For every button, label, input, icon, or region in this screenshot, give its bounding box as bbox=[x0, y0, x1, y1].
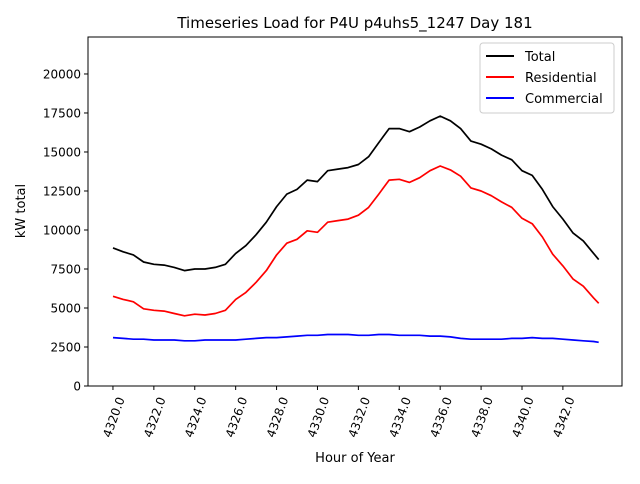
series-line-residential bbox=[112, 165, 600, 317]
x-tick-label: 4332.0 bbox=[346, 395, 374, 439]
x-tick-label: 4336.0 bbox=[427, 395, 455, 439]
legend: Total Residential Commercial bbox=[479, 42, 615, 114]
y-tick-label: 12500 bbox=[43, 184, 81, 198]
legend-label-total: Total bbox=[524, 50, 555, 65]
y-tick-label: 5000 bbox=[50, 301, 81, 315]
x-tick-label: 4330.0 bbox=[305, 395, 333, 439]
x-axis-label: Hour of Year bbox=[315, 451, 395, 466]
series-line-commercial bbox=[112, 333, 599, 344]
y-tick-label: 2500 bbox=[50, 340, 81, 354]
x-tick-label: 4320.0 bbox=[100, 395, 128, 439]
legend-label-residential: Residential bbox=[525, 71, 597, 86]
x-tick-label: 4328.0 bbox=[264, 395, 292, 439]
x-tick-label: 4326.0 bbox=[223, 395, 251, 439]
y-tick-label: 17500 bbox=[43, 106, 81, 120]
y-tick-label: 15000 bbox=[43, 145, 81, 159]
series-line-total bbox=[112, 115, 600, 272]
x-tick-label: 4342.0 bbox=[550, 395, 578, 439]
x-tick-label: 4340.0 bbox=[509, 395, 537, 439]
x-tick-label: 4338.0 bbox=[468, 395, 496, 439]
y-tick-label: 7500 bbox=[50, 262, 81, 276]
y-tick-label: 0 bbox=[73, 380, 81, 394]
chart-title: Timeseries Load for P4U p4uhs5_1247 Day … bbox=[176, 14, 532, 33]
plot-frame bbox=[87, 36, 623, 387]
legend-label-commercial: Commercial bbox=[525, 92, 603, 107]
x-tick-label: 4322.0 bbox=[141, 395, 169, 439]
y-tick-label: 20000 bbox=[43, 67, 81, 81]
y-axis-label: kW total bbox=[14, 184, 29, 238]
x-tick-label: 4324.0 bbox=[182, 395, 210, 439]
y-tick-label: 10000 bbox=[43, 223, 81, 237]
x-tick-label: 4334.0 bbox=[386, 395, 414, 439]
